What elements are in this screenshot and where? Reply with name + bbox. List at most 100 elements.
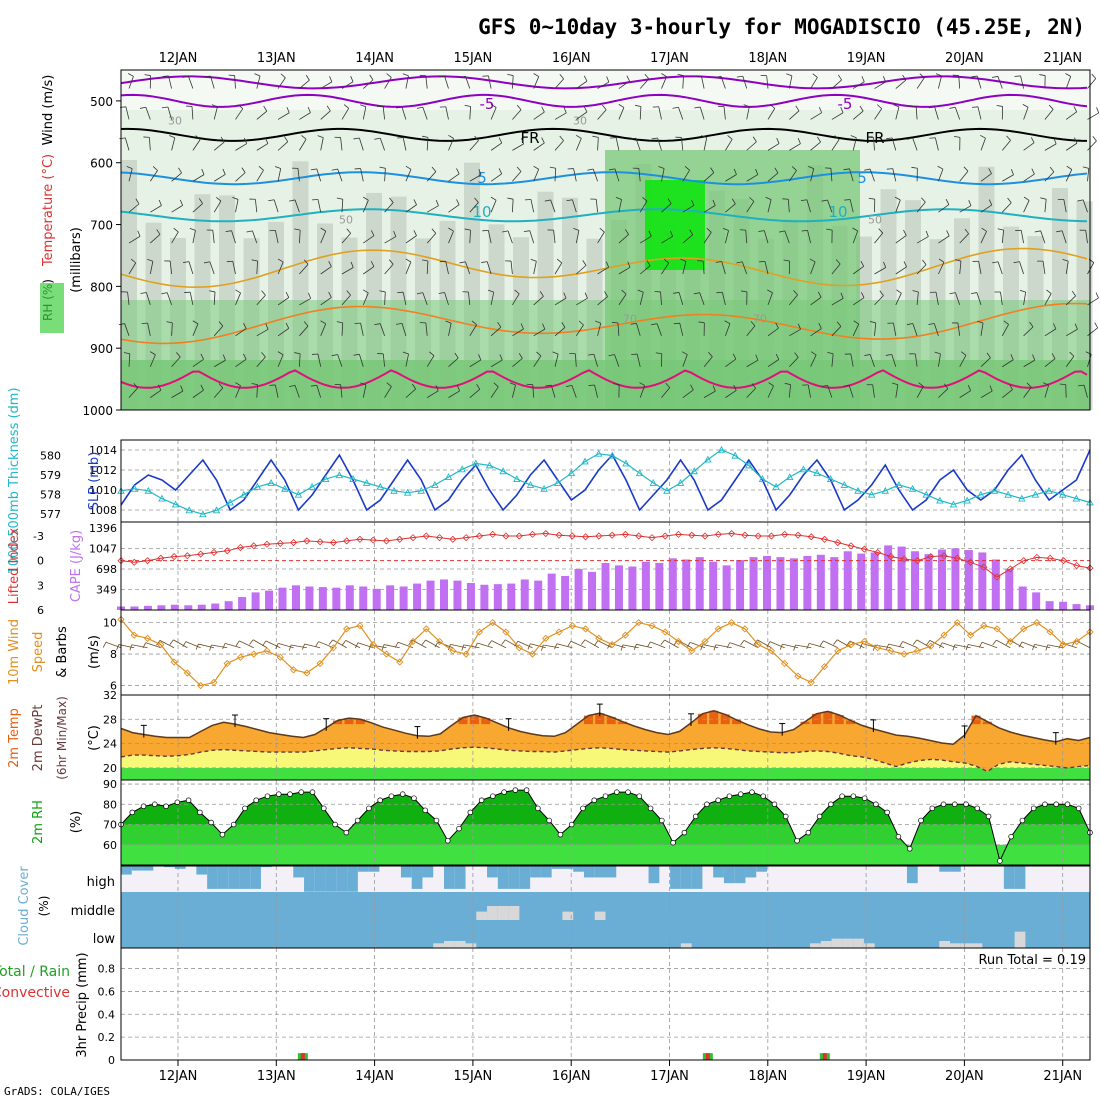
wind-barb [978,261,982,275]
wind-speed-point [727,618,736,627]
wind-barb [658,166,665,169]
axis-label-2m-dewpt: 2m DewPt [31,705,46,772]
wind-barb [836,321,842,327]
wind-barb [179,199,184,206]
wind-barb [277,297,290,306]
wind-barb [740,640,745,646]
wind-barb [594,384,598,398]
li-point [515,532,523,540]
rh-point [568,821,575,828]
wind-barb [285,322,290,329]
wind-barb [188,261,194,275]
axis-label-temperature: Temperature (°C) [41,154,56,267]
y-tick-label: 0 [108,1054,115,1067]
wind-barb [533,261,537,275]
wind-barb [341,640,347,646]
wind-barb [341,81,354,89]
li-point [1046,554,1054,562]
wind-barb [169,639,174,645]
wind-barb [192,389,204,398]
rh-point [715,797,721,803]
wind-barb [235,328,247,337]
thickness-point [335,471,344,479]
wind-barb [445,320,452,324]
wind-barb [895,266,907,275]
wind-barb [1021,641,1038,649]
wind-barb [231,230,236,244]
wind-barb [209,261,215,275]
axis-label-2m-rh: 2m RH [31,800,46,844]
wind-barb [1030,137,1035,143]
wind-barb [888,643,905,649]
wind-barb [213,325,224,337]
rh-point [737,791,744,797]
cloud-high-bar [713,866,724,878]
wind-barb [554,112,567,120]
wind-barb [967,385,972,391]
rh-point [771,801,778,808]
cloud-high-bar [508,866,520,889]
wind-barb [533,328,546,337]
wind-barb [980,357,991,368]
wind-barb [935,73,942,77]
rh-point [850,793,857,799]
wind-barb [516,104,522,111]
wind-barb [736,75,743,78]
wind-barb [491,640,507,649]
cape-bar [305,586,314,610]
cape-bar [628,566,637,610]
wind-barb [512,171,522,182]
thickness-point [403,488,412,496]
rh-point [681,829,688,836]
cloud-low-bar [863,943,875,948]
wind-barb [893,322,897,336]
wind-barb [703,232,712,244]
wind-barb [885,353,892,356]
wind-barb [959,233,969,244]
wind-barb [725,174,737,182]
cape-bar [588,571,597,610]
wind-barb [789,328,801,337]
cloud-high-bar [583,866,595,878]
wind-barb [1087,140,1097,151]
thickness-point [772,482,780,490]
wind-barb [758,260,766,263]
wind-barb [1065,76,1072,89]
cloud-mid-bar [487,906,498,920]
cape-bar [386,585,395,610]
wind-speed-point [143,634,152,642]
wind-speed-point [913,647,922,655]
wind-barb [575,134,582,139]
wind-barb [874,232,884,244]
rh-point [1019,817,1026,824]
wind-barb [213,141,225,151]
wind-barb [733,384,737,391]
wind-barb [554,78,564,89]
contour-label: 70 [623,312,637,325]
wind-barb [624,229,629,235]
wind-barb [360,382,367,386]
wind-barb [895,79,907,89]
li-point [847,542,855,550]
wind-speed-line [120,619,1091,687]
wind-barb [959,390,971,398]
wind-barb [656,323,662,336]
wind-barb [831,139,840,151]
wind-barb [235,382,241,386]
wind-barb [934,106,939,120]
wind-barb [852,230,859,244]
wind-barb [316,168,322,182]
wind-barb [203,261,210,264]
wind-barb [158,199,162,206]
cape-bar [1018,586,1027,610]
wind-barb [261,352,266,358]
wind-barb [895,384,899,398]
li-point [157,554,165,562]
contour-label: 10 [828,203,847,221]
wind-barb [252,639,268,649]
wind-barb [712,385,716,392]
wind-barb [787,199,790,213]
wind-barb [183,261,190,263]
wind-barb [661,73,667,77]
